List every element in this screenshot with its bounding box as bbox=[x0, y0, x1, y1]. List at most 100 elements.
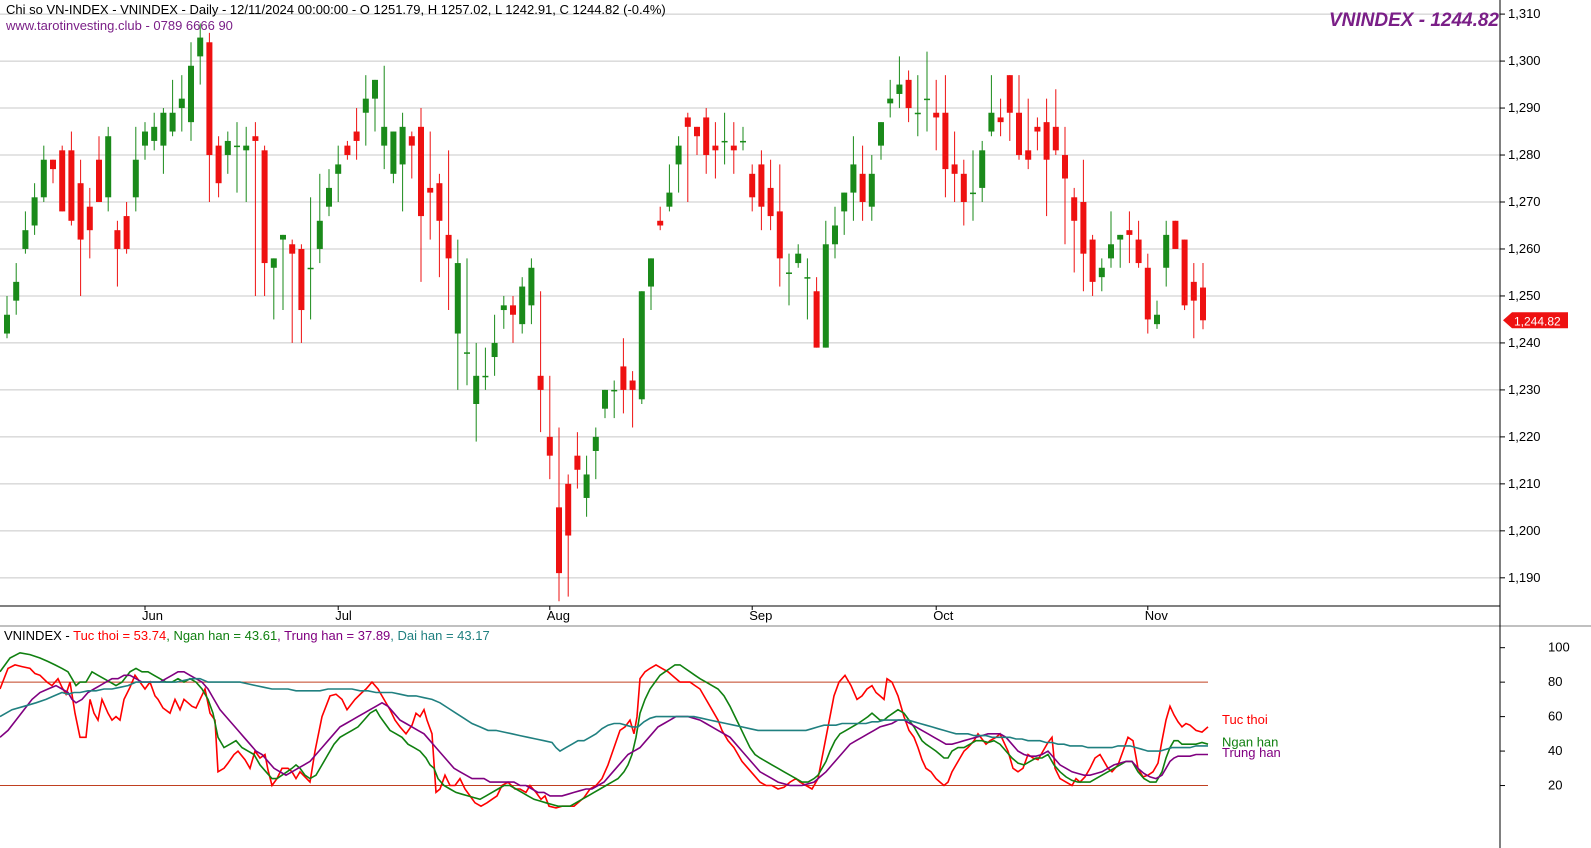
candle-body bbox=[335, 164, 342, 174]
price-tick-label: 1,190 bbox=[1508, 570, 1541, 585]
candle-body bbox=[1190, 281, 1197, 301]
candle-body bbox=[31, 197, 38, 226]
candle-body bbox=[59, 150, 66, 212]
price-tick-label: 1,230 bbox=[1508, 382, 1541, 397]
indicator-legend: VNINDEX - Tuc thoi = 53.74, Ngan han = 4… bbox=[4, 628, 490, 643]
candle-body bbox=[1181, 239, 1188, 306]
candle-body bbox=[684, 117, 691, 127]
indicator-legend-items: Tuc thoi = 53.74, Ngan han = 43.61, Trun… bbox=[73, 628, 490, 643]
candle-body bbox=[132, 159, 139, 198]
candle-body bbox=[776, 211, 783, 259]
candle-body bbox=[1043, 122, 1050, 160]
indicator-legend-prefix: VNINDEX - bbox=[4, 628, 74, 643]
indicator-legend-item: Tuc thoi = 53.74 bbox=[73, 628, 167, 643]
candle-body bbox=[289, 244, 296, 254]
series-end-label: Trung han bbox=[1222, 745, 1281, 760]
candle-body bbox=[528, 267, 535, 306]
month-label: Sep bbox=[749, 608, 772, 623]
candle-body bbox=[546, 436, 553, 456]
candle-body bbox=[841, 192, 848, 212]
candle-body bbox=[86, 206, 93, 231]
price-tick-label: 1,220 bbox=[1508, 429, 1541, 444]
candle-body bbox=[4, 314, 10, 334]
candle-body bbox=[243, 145, 250, 151]
chart-title-line: Chi so VN-INDEX - VNINDEX - Daily - 12/1… bbox=[6, 2, 666, 17]
candle-body bbox=[868, 173, 875, 207]
candle-body bbox=[537, 375, 544, 390]
candle-body bbox=[142, 131, 148, 146]
indicator-legend-item: , Ngan han = 43.61 bbox=[166, 628, 278, 643]
series-end-label: Ngan han bbox=[1222, 734, 1278, 749]
candle-body bbox=[464, 352, 470, 354]
indicator-series-line bbox=[0, 663, 1209, 809]
price-gridlines bbox=[0, 13, 1500, 579]
candle-body bbox=[326, 187, 332, 207]
candle-body bbox=[850, 164, 857, 193]
month-label: Jul bbox=[335, 608, 352, 623]
series-end-label: Tuc thoi bbox=[1222, 712, 1268, 727]
candle-body bbox=[188, 65, 194, 123]
price-tick-label: 1,210 bbox=[1508, 476, 1541, 491]
candle-body bbox=[767, 187, 774, 217]
candle-body bbox=[574, 455, 581, 470]
candle-body bbox=[1080, 202, 1087, 254]
candle-body bbox=[123, 216, 130, 249]
candle-body bbox=[40, 159, 47, 198]
candle-body bbox=[786, 272, 792, 274]
candle-body bbox=[675, 145, 682, 165]
candle-body bbox=[270, 258, 277, 268]
candle-body bbox=[362, 98, 369, 113]
indicator-legend-item: , Trung han = 37.89 bbox=[277, 628, 391, 643]
candle-body bbox=[1144, 267, 1151, 320]
last-price-tag bbox=[1503, 312, 1568, 329]
price-tick-label: 1,300 bbox=[1508, 53, 1541, 68]
candle-body bbox=[77, 183, 84, 240]
candle-body bbox=[206, 42, 213, 156]
candle-body bbox=[804, 277, 811, 279]
price-tick-label: 1,260 bbox=[1508, 241, 1541, 256]
candle-body bbox=[1172, 220, 1179, 249]
candle-body bbox=[629, 380, 636, 390]
candle-body bbox=[160, 112, 167, 146]
candle-body bbox=[50, 159, 56, 170]
month-label: Nov bbox=[1145, 608, 1169, 623]
price-tick-label: 1,200 bbox=[1508, 523, 1541, 538]
candle-body bbox=[482, 375, 489, 378]
price-tick-label: 1,240 bbox=[1508, 335, 1541, 350]
candle-body bbox=[114, 230, 121, 249]
candle-body bbox=[970, 192, 976, 195]
candle-body bbox=[648, 258, 654, 287]
indicator-gridlines bbox=[0, 625, 1591, 787]
price-tick-label: 1,290 bbox=[1508, 100, 1541, 115]
candle-body bbox=[197, 37, 204, 57]
candle-body bbox=[519, 286, 526, 325]
indicator-legend-item: , Dai han = 43.17 bbox=[390, 628, 490, 643]
candle-body bbox=[960, 173, 967, 202]
candle-body bbox=[234, 145, 240, 148]
candle-body bbox=[740, 140, 746, 143]
candle-body bbox=[454, 263, 461, 334]
candle-body bbox=[22, 230, 29, 249]
candle-body bbox=[1034, 126, 1041, 132]
candle-body bbox=[583, 474, 590, 498]
candle-body bbox=[353, 131, 360, 141]
candle-body bbox=[611, 389, 618, 392]
price-candles bbox=[4, 23, 1206, 602]
candle-body bbox=[749, 173, 756, 198]
candle-body bbox=[1052, 126, 1059, 151]
price-y-axis: 1,190 1,200 1,210 1,220 1,230 1,240 1,250 1,260… bbox=[1500, 6, 1568, 585]
candle-body bbox=[758, 164, 765, 207]
candle-body bbox=[1154, 314, 1160, 325]
candle-body bbox=[436, 183, 443, 221]
price-tick-label: 1,310 bbox=[1508, 6, 1541, 21]
candle-body bbox=[832, 225, 838, 245]
candle-body bbox=[500, 305, 507, 311]
month-label: Aug bbox=[547, 608, 570, 623]
candle-body bbox=[252, 136, 259, 141]
candle-body bbox=[730, 145, 737, 151]
candle-body bbox=[933, 112, 940, 118]
candle-body bbox=[96, 159, 102, 202]
candle-body bbox=[372, 79, 378, 99]
